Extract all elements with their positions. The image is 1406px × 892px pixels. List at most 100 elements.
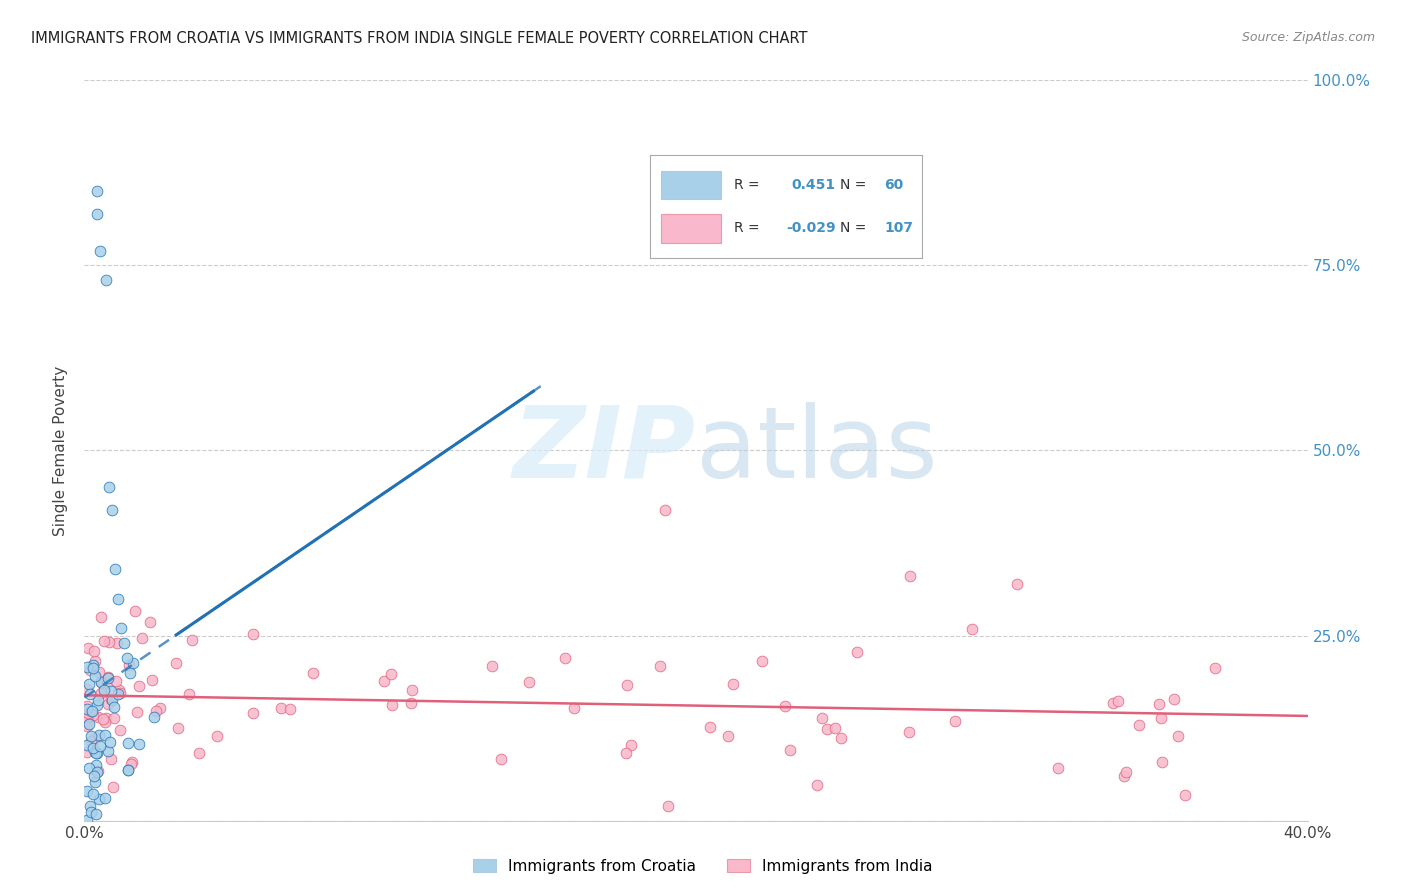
Point [811,711,834,725]
Point [98,635,121,649]
Point [90,686,112,700]
Point [86,710,108,724]
Point [100,692,122,706]
Point [77,706,100,721]
Point [97,744,120,758]
Point [181,633,204,648]
Point [648,659,671,673]
Point [84,775,107,789]
Point [141,673,163,687]
Text: IMMIGRANTS FROM CROATIA VS IMMIGRANTS FROM INDIA SINGLE FEMALE POVERTY CORRELATI: IMMIGRANTS FROM CROATIA VS IMMIGRANTS FR… [31,31,807,46]
Point [616,677,638,691]
Point [699,720,721,734]
Point [943,714,966,728]
Point [657,798,679,813]
Text: Source: ZipAtlas.com: Source: ZipAtlas.com [1241,31,1375,45]
Text: N =: N = [841,178,868,192]
Point [115,650,138,665]
Point [103,711,125,725]
Point [401,682,423,697]
Point [89,244,111,258]
Point [270,701,292,715]
Point [177,686,200,700]
Point [100,684,122,698]
Text: R =: R = [734,221,759,235]
Point [1167,729,1189,743]
Point [1149,711,1171,725]
Point [301,665,323,680]
Point [1114,769,1136,783]
Point [149,701,172,715]
Point [76,702,98,716]
Point [143,710,166,724]
Point [77,717,100,731]
Point [76,718,98,732]
Point [481,659,503,673]
Point [751,653,773,667]
Point [187,746,209,760]
Point [717,729,740,743]
Point [898,569,921,583]
Point [97,480,120,494]
Point [86,764,108,779]
Point [76,745,98,759]
Point [101,693,124,707]
Point [721,677,744,691]
Point [96,675,118,690]
Point [118,658,141,673]
Point [93,791,115,805]
Point [139,615,162,629]
Point [84,746,107,760]
Point [84,669,107,683]
Point [83,654,105,668]
Point [815,722,838,736]
Point [86,184,108,198]
Point [120,665,142,680]
Point [77,761,100,775]
Point [76,784,98,798]
Point [105,674,128,689]
Point [94,728,117,742]
Point [84,807,107,822]
Point [79,798,101,813]
Point [960,622,983,636]
FancyBboxPatch shape [661,214,721,243]
Text: R =: R = [734,178,759,192]
Point [84,731,107,746]
Point [489,752,512,766]
Point [1150,755,1173,769]
Point [830,731,852,746]
Point [124,603,146,617]
Point [77,676,100,690]
Point [83,644,105,658]
Point [242,627,264,641]
Point [108,723,131,737]
Point [1102,696,1125,710]
Point [90,675,112,690]
Point [87,665,110,680]
Point [101,502,124,516]
Point [112,636,135,650]
Point [97,697,120,711]
Point [1128,718,1150,732]
Point [1115,764,1137,779]
Point [117,736,139,750]
Text: N =: N = [841,221,868,235]
Point [91,712,114,726]
Point [280,701,302,715]
Point [90,610,112,624]
Point [90,675,112,690]
Point [87,764,110,778]
Point [80,729,103,743]
Point [122,657,145,671]
Point [373,674,395,689]
Point [94,273,117,287]
Point [824,722,846,736]
Point [517,675,540,690]
Point [128,737,150,751]
Point [84,745,107,759]
Point [93,634,115,648]
Point [1046,761,1069,775]
Point [117,764,139,778]
Point [77,641,100,656]
